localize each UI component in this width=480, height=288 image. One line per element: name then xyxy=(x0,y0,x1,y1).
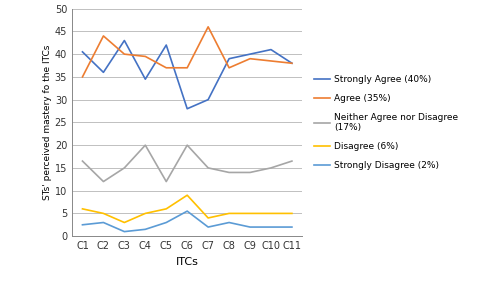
Strongly Disagree (2%) xyxy=(184,209,190,213)
Strongly Disagree (2%) xyxy=(289,225,295,229)
Strongly Agree (40%) xyxy=(143,77,148,81)
Strongly Disagree (2%) xyxy=(268,225,274,229)
Line: Strongly Agree (40%): Strongly Agree (40%) xyxy=(83,41,292,109)
Strongly Agree (40%) xyxy=(184,107,190,111)
Agree (35%) xyxy=(184,66,190,69)
Neither Agree nor Disagree
(17%) xyxy=(163,180,169,183)
Strongly Agree (40%) xyxy=(121,39,127,42)
Strongly Agree (40%) xyxy=(226,57,232,60)
Disagree (6%) xyxy=(143,212,148,215)
Strongly Disagree (2%) xyxy=(163,221,169,224)
Disagree (6%) xyxy=(226,212,232,215)
Strongly Agree (40%) xyxy=(268,48,274,51)
Disagree (6%) xyxy=(80,207,85,211)
Strongly Disagree (2%) xyxy=(100,221,106,224)
Strongly Agree (40%) xyxy=(247,52,253,56)
Strongly Disagree (2%) xyxy=(143,228,148,231)
Agree (35%) xyxy=(226,66,232,69)
Strongly Agree (40%) xyxy=(289,62,295,65)
Strongly Disagree (2%) xyxy=(247,225,253,229)
Line: Neither Agree nor Disagree
(17%): Neither Agree nor Disagree (17%) xyxy=(83,145,292,181)
Strongly Disagree (2%) xyxy=(121,230,127,233)
Agree (35%) xyxy=(100,34,106,38)
Neither Agree nor Disagree
(17%) xyxy=(205,166,211,170)
Strongly Agree (40%) xyxy=(100,71,106,74)
Agree (35%) xyxy=(163,66,169,69)
Neither Agree nor Disagree
(17%) xyxy=(247,171,253,174)
Disagree (6%) xyxy=(205,216,211,220)
Agree (35%) xyxy=(121,52,127,56)
Neither Agree nor Disagree
(17%) xyxy=(121,166,127,170)
Neither Agree nor Disagree
(17%) xyxy=(226,171,232,174)
Strongly Agree (40%) xyxy=(205,98,211,101)
Disagree (6%) xyxy=(268,212,274,215)
Agree (35%) xyxy=(247,57,253,60)
Y-axis label: STs' perceived mastery fo the ITCs: STs' perceived mastery fo the ITCs xyxy=(43,45,52,200)
Legend: Strongly Agree (40%), Agree (35%), Neither Agree nor Disagree
(17%), Disagree (6: Strongly Agree (40%), Agree (35%), Neith… xyxy=(309,70,463,175)
Line: Agree (35%): Agree (35%) xyxy=(83,27,292,77)
X-axis label: ITCs: ITCs xyxy=(176,257,199,267)
Line: Disagree (6%): Disagree (6%) xyxy=(83,195,292,223)
Agree (35%) xyxy=(143,55,148,58)
Strongly Disagree (2%) xyxy=(205,225,211,229)
Disagree (6%) xyxy=(184,194,190,197)
Neither Agree nor Disagree
(17%) xyxy=(268,166,274,170)
Strongly Agree (40%) xyxy=(163,43,169,47)
Strongly Agree (40%) xyxy=(80,50,85,54)
Neither Agree nor Disagree
(17%) xyxy=(184,143,190,147)
Agree (35%) xyxy=(80,75,85,79)
Agree (35%) xyxy=(289,62,295,65)
Disagree (6%) xyxy=(289,212,295,215)
Disagree (6%) xyxy=(163,207,169,211)
Line: Strongly Disagree (2%): Strongly Disagree (2%) xyxy=(83,211,292,232)
Disagree (6%) xyxy=(100,212,106,215)
Agree (35%) xyxy=(205,25,211,29)
Neither Agree nor Disagree
(17%) xyxy=(289,159,295,163)
Strongly Disagree (2%) xyxy=(80,223,85,227)
Disagree (6%) xyxy=(121,221,127,224)
Disagree (6%) xyxy=(247,212,253,215)
Neither Agree nor Disagree
(17%) xyxy=(80,159,85,163)
Strongly Disagree (2%) xyxy=(226,221,232,224)
Agree (35%) xyxy=(268,59,274,63)
Neither Agree nor Disagree
(17%) xyxy=(143,143,148,147)
Neither Agree nor Disagree
(17%) xyxy=(100,180,106,183)
